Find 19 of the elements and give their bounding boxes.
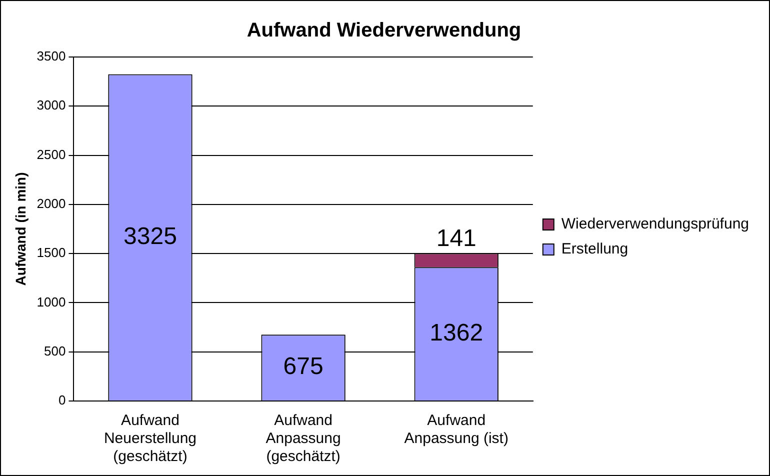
data-label: 675 <box>283 353 324 380</box>
legend-label: Wiederverwendungsprüfung <box>561 216 750 233</box>
y-tick-label: 2000 <box>36 196 66 212</box>
data-label: 141 <box>436 224 476 252</box>
y-tick-label: 2500 <box>36 146 66 162</box>
y-tick-label: 500 <box>44 343 66 358</box>
x-tick-label: Aufwand Anpassung (ist) <box>404 412 508 448</box>
data-label: 1362 <box>430 319 484 346</box>
y-tick-label: 3000 <box>36 98 66 113</box>
y-tick-label: 0 <box>58 392 66 408</box>
x-tick-label: Aufwand Neuerstellung (geschätzt) <box>104 412 197 466</box>
legend-label: Erstellung <box>561 240 628 258</box>
y-axis-title: Aufwand (in min) <box>12 172 28 286</box>
y-tick-label: 3500 <box>36 48 66 64</box>
x-tick-label: Aufwand Anpassung (geschätzt) <box>266 412 341 466</box>
y-tick-label: 1000 <box>36 294 66 310</box>
chart-title: Aufwand Wiederverwendung <box>246 20 522 42</box>
y-tick-label: 1500 <box>36 245 66 260</box>
data-label: 3325 <box>124 222 177 250</box>
